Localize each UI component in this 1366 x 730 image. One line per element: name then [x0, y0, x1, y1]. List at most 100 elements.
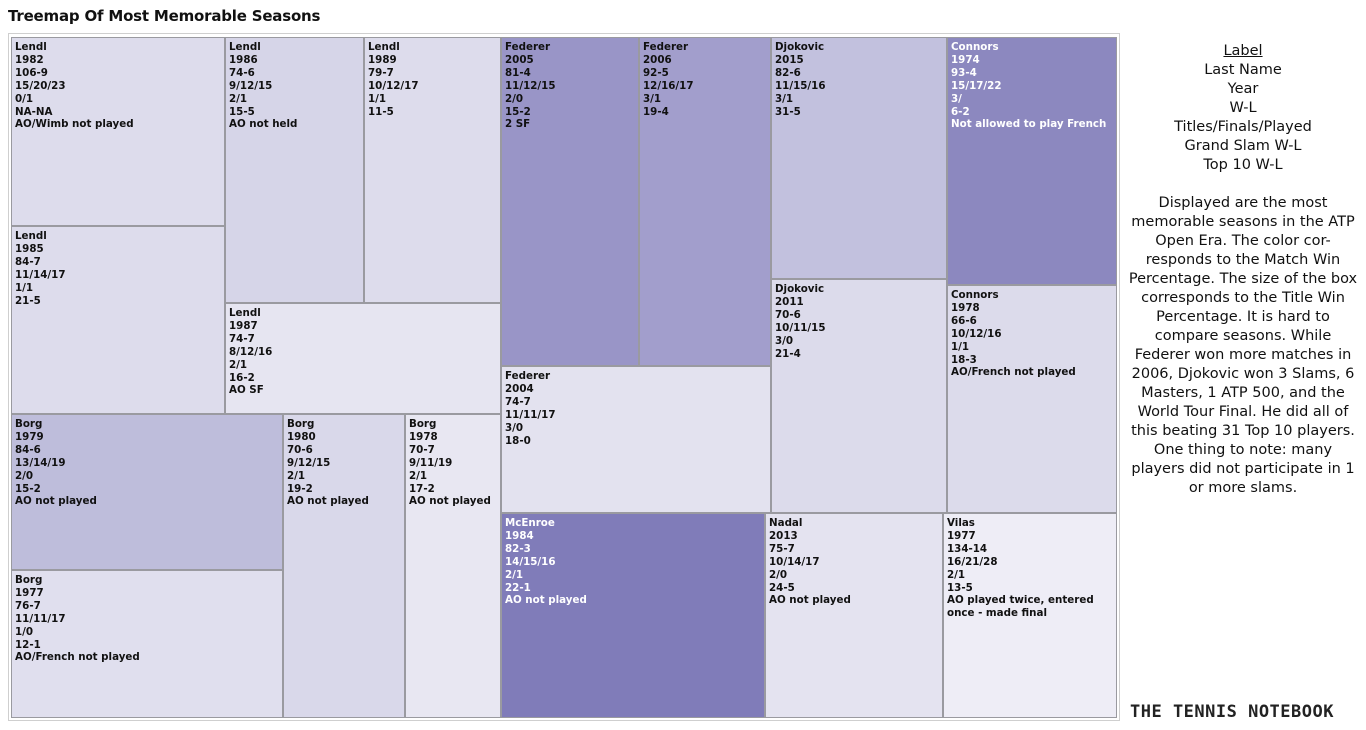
tile-gs: 2/1 — [409, 469, 428, 482]
tile-gs: 1/1 — [368, 92, 387, 105]
treemap-tile-federer-2005[interactable]: Federer 2005 81-4 11/12/15 2/0 15-2 2 SF — [501, 37, 639, 366]
tile-year: 2006 — [643, 53, 672, 66]
legend-line: Last Name — [1204, 62, 1282, 78]
tile-name: Borg — [15, 574, 43, 586]
tile-top10: 22-1 — [505, 581, 531, 594]
tile-name: Borg — [287, 418, 315, 430]
treemap: Lendl 1982 106-9 15/20/23 0/1 NA-NA AO/Wimb no… — [11, 37, 1117, 718]
tile-name: Djokovic — [775, 41, 825, 53]
tile-year: 2005 — [505, 53, 534, 66]
legend-panel: Label Last Name Year W-L Titles/Finals/P… — [1128, 42, 1358, 498]
tile-top10: NA-NA — [15, 105, 53, 118]
treemap-tile-lendl-1989[interactable]: Lendl 1989 79-7 10/12/17 1/1 11-5 — [364, 37, 501, 303]
tile-wl: 74-6 — [229, 66, 255, 79]
tile-top10: 21-5 — [15, 294, 41, 307]
tile-top10: 24-5 — [769, 581, 795, 594]
legend-line: W-L — [1229, 100, 1257, 116]
tile-gs: 1/1 — [15, 281, 34, 294]
tile-name: Borg — [15, 418, 43, 430]
tile-year: 2011 — [775, 295, 804, 308]
tile-top10: 16-2 — [229, 371, 255, 384]
treemap-tile-nadal-2013[interactable]: Nadal 2013 75-7 10/14/17 2/0 24-5 AO not playe… — [765, 513, 943, 718]
legend-line: Top 10 W-L — [1203, 157, 1283, 173]
legend-header: Label — [1223, 43, 1263, 59]
tile-note: AO/French not played — [951, 366, 1076, 379]
tile-top10: 21-4 — [775, 347, 801, 360]
tile-titles: 15/17/22 — [951, 79, 1002, 92]
tile-name: Borg — [409, 418, 437, 430]
tile-wl: 84-7 — [15, 255, 41, 268]
tile-name: Lendl — [368, 41, 400, 53]
tile-name: Vilas — [947, 517, 975, 529]
tile-gs: 2/1 — [947, 568, 966, 581]
tile-titles: 12/16/17 — [643, 79, 694, 92]
tile-name: Lendl — [229, 307, 261, 319]
tile-note: AO not played — [409, 495, 491, 508]
treemap-tile-lendl-1987[interactable]: Lendl 1987 74-7 8/12/16 2/1 16-2 AO SF — [225, 303, 501, 414]
treemap-tile-federer-2006[interactable]: Federer 2006 92-5 12/16/17 3/1 19-4 — [639, 37, 771, 366]
tile-titles: 11/12/15 — [505, 79, 556, 92]
tile-wl: 70-6 — [287, 443, 313, 456]
tile-gs: 2/1 — [229, 92, 248, 105]
treemap-tile-lendl-1986[interactable]: Lendl 1986 74-6 9/12/15 2/1 15-5 AO not held — [225, 37, 364, 303]
tile-wl: 82-3 — [505, 542, 531, 555]
tile-year: 1989 — [368, 53, 397, 66]
tile-gs: 2/1 — [287, 469, 306, 482]
tile-year: 2013 — [769, 529, 798, 542]
tile-name: Djokovic — [775, 283, 825, 295]
tile-gs: 2/1 — [505, 568, 524, 581]
tile-gs: 1/1 — [951, 340, 970, 353]
treemap-tile-lendl-1985[interactable]: Lendl 1985 84-7 11/14/17 1/1 21-5 — [11, 226, 225, 414]
chart-title: Treemap Of Most Memorable Seasons — [8, 7, 321, 25]
treemap-tile-federer-2004[interactable]: Federer 2004 74-7 11/11/17 3/0 18-0 — [501, 366, 771, 513]
tile-top10: 13-5 — [947, 581, 973, 594]
brand-logo: THE TENNIS NOTEBOOK — [1130, 702, 1334, 722]
tile-wl: 66-6 — [951, 314, 977, 327]
treemap-tile-borg-1977[interactable]: Borg 1977 76-7 11/11/17 1/0 12-1 AO/French not… — [11, 570, 283, 718]
tile-note: 2 SF — [505, 118, 531, 131]
tile-titles: 9/12/15 — [287, 456, 331, 469]
tile-year: 1986 — [229, 53, 258, 66]
tile-titles: 14/15/16 — [505, 555, 556, 568]
tile-year: 1982 — [15, 53, 44, 66]
tile-wl: 84-6 — [15, 443, 41, 456]
treemap-tile-borg-1980[interactable]: Borg 1980 70-6 9/12/15 2/1 19-2 AO not played — [283, 414, 405, 718]
tile-wl: 74-7 — [505, 395, 531, 408]
tile-year: 1980 — [287, 430, 316, 443]
tile-titles: 13/14/19 — [15, 456, 66, 469]
treemap-tile-borg-1979[interactable]: Borg 1979 84-6 13/14/19 2/0 15-2 AO not played — [11, 414, 283, 570]
tile-top10: 15-2 — [505, 105, 531, 118]
tile-name: Lendl — [15, 41, 47, 53]
tile-note: AO not played — [15, 495, 97, 508]
treemap-tile-mcenroe-1984[interactable]: McEnroe 1984 82-3 14/15/16 2/1 22-1 AO not pla… — [501, 513, 765, 718]
tile-note: AO/Wimb not played — [15, 118, 134, 131]
treemap-tile-djokovic-2011[interactable]: Djokovic 2011 70-6 10/11/15 3/0 21-4 — [771, 279, 947, 513]
tile-year: 1977 — [15, 586, 44, 599]
tile-titles: 11/15/16 — [775, 79, 826, 92]
treemap-tile-vilas-1977[interactable]: Vilas 1977 134-14 16/21/28 2/1 13-5 AO played … — [943, 513, 1117, 718]
tile-gs: 1/0 — [15, 625, 34, 638]
treemap-tile-borg-1978[interactable]: Borg 1978 70-7 9/11/19 2/1 17-2 AO not played — [405, 414, 501, 718]
tile-top10: 19-2 — [287, 482, 313, 495]
tile-year: 2004 — [505, 382, 534, 395]
tile-year: 1985 — [15, 242, 44, 255]
tile-year: 1978 — [409, 430, 438, 443]
tile-titles: 10/11/15 — [775, 321, 826, 334]
tile-name: McEnroe — [505, 517, 555, 529]
tile-titles: 9/12/15 — [229, 79, 273, 92]
tile-note: AO not held — [229, 118, 298, 131]
tile-name: Federer — [505, 41, 551, 53]
treemap-tile-lendl-1982[interactable]: Lendl 1982 106-9 15/20/23 0/1 NA-NA AO/Wimb no… — [11, 37, 225, 226]
tile-top10: 15-2 — [15, 482, 41, 495]
treemap-tile-connors-1978[interactable]: Connors 1978 66-6 10/12/16 1/1 18-3 AO/French … — [947, 285, 1117, 513]
tile-wl: 82-6 — [775, 66, 801, 79]
treemap-tile-connors-1974[interactable]: Connors 1974 93-4 15/17/22 3/6-2 Not allowed … — [947, 37, 1117, 285]
tile-year: 1977 — [947, 529, 976, 542]
tile-name: Nadal — [769, 517, 803, 529]
tile-titles: 10/12/17 — [368, 79, 419, 92]
tile-year: 2015 — [775, 53, 804, 66]
tile-wl: 74-7 — [229, 332, 255, 345]
treemap-tile-djokovic-2015[interactable]: Djokovic 2015 82-6 11/15/16 3/1 31-5 — [771, 37, 947, 279]
tile-top10: 17-2 — [409, 482, 435, 495]
tile-top10: 12-1 — [15, 638, 41, 651]
